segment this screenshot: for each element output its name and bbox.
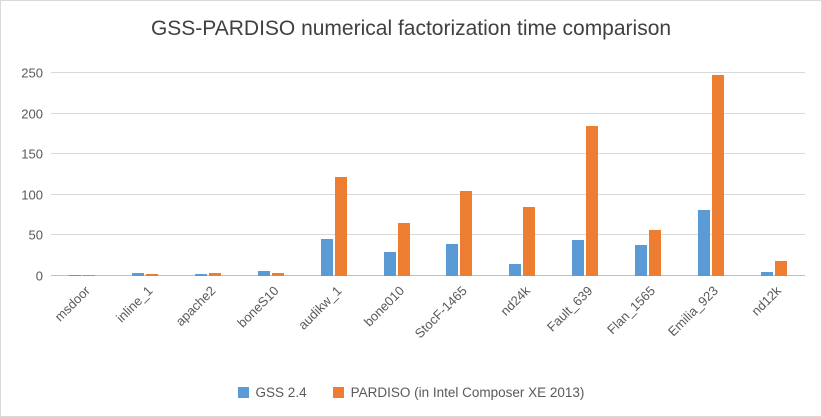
- x-axis-label: nd24k: [497, 283, 533, 319]
- x-axis-label: boneS10: [234, 283, 282, 331]
- legend-item-gss-2-4: GSS 2.4: [237, 385, 307, 400]
- bar-groups: msdoor inline_1 apache2 boneS10 audikw_1 bone…: [51, 73, 805, 341]
- bar-pardiso-in-intel-composer-xe-2013: [271, 272, 284, 276]
- gridline: [51, 234, 805, 236]
- x-axis-label: bone010: [360, 283, 408, 330]
- bar-pardiso-in-intel-composer-xe-2013: [648, 229, 661, 276]
- y-axis-tick-label: 0: [35, 268, 43, 284]
- category-group: apache2: [173, 73, 240, 329]
- bar-gss-2-4: [195, 273, 208, 276]
- x-axis-label: Flan_1565: [604, 283, 659, 338]
- bar-gss-2-4: [446, 243, 459, 276]
- gridline: [51, 193, 805, 195]
- bar-pardiso-in-intel-composer-xe-2013: [83, 275, 96, 276]
- bar-pardiso-in-intel-composer-xe-2013: [146, 274, 159, 276]
- plot-area: 0 50 100 150 200 250 msdoor inline_1 apache2 bon…: [21, 67, 805, 341]
- bar-gss-2-4: [132, 272, 145, 276]
- y-axis-tick-label: 50: [28, 227, 43, 243]
- gridline: [51, 72, 805, 73]
- bar-pardiso-in-intel-composer-xe-2013: [460, 190, 473, 276]
- category-group: StocF-1465: [412, 73, 491, 341]
- bar-gss-2-4: [69, 275, 82, 276]
- y-axis-tick-label: 150: [21, 146, 43, 162]
- legend-swatch-icon: [332, 387, 344, 398]
- x-axis-label: inline_1: [113, 283, 156, 326]
- chart-title: GSS-PARDISO numerical factorization time…: [150, 17, 672, 40]
- x-axis-line: [51, 275, 805, 276]
- y-axis-tick-label: 200: [21, 106, 43, 122]
- legend-label: PARDISO (in Intel Composer XE 2013): [350, 385, 585, 400]
- bar-pardiso-in-intel-composer-xe-2013: [523, 206, 536, 276]
- category-group: Emilia_923: [665, 73, 742, 339]
- bar-gss-2-4: [760, 271, 773, 276]
- category-group: msdoor: [51, 73, 114, 324]
- bar-gss-2-4: [320, 239, 333, 276]
- category-group: bone010: [361, 73, 428, 329]
- bar-pardiso-in-intel-composer-xe-2013: [209, 272, 222, 276]
- category-group: boneS10: [234, 73, 302, 330]
- legend-item-pardiso-in-intel-composer-xe-2013: PARDISO (in Intel Composer XE 2013): [332, 385, 585, 400]
- x-axis-label: msdoor: [51, 283, 94, 325]
- legend: GSS 2.4 PARDISO (in Intel Composer XE 201…: [1, 385, 821, 400]
- bar-pardiso-in-intel-composer-xe-2013: [711, 75, 724, 276]
- bar-gss-2-4: [509, 263, 522, 276]
- bar-pardiso-in-intel-composer-xe-2013: [774, 260, 787, 276]
- category-group: audikw_1: [295, 73, 365, 332]
- x-axis-label: audikw_1: [294, 283, 345, 333]
- category-group: Fault_639: [544, 73, 617, 334]
- category-group: nd12k: [742, 73, 805, 319]
- category-group: Flan_1565: [604, 73, 679, 337]
- bar-pardiso-in-intel-composer-xe-2013: [397, 223, 410, 276]
- legend-label: GSS 2.4: [255, 385, 307, 400]
- x-axis-label: Emilia_923: [665, 283, 722, 340]
- y-axis-tick-label: 100: [21, 187, 43, 203]
- bar-gss-2-4: [634, 245, 647, 276]
- gridline: [51, 153, 805, 155]
- bar-gss-2-4: [697, 210, 710, 276]
- x-axis-label: StocF-1465: [411, 283, 470, 342]
- category-group: nd24k: [491, 73, 554, 319]
- x-axis-label: Fault_639: [544, 283, 596, 335]
- bar-pardiso-in-intel-composer-xe-2013: [586, 125, 599, 276]
- category-group: inline_1: [114, 73, 177, 325]
- x-axis-label: apache2: [172, 283, 219, 329]
- bar-pardiso-in-intel-composer-xe-2013: [334, 176, 347, 276]
- y-axis-tick-label: 250: [21, 65, 43, 81]
- bar-gss-2-4: [572, 240, 585, 276]
- bar-gss-2-4: [383, 251, 396, 276]
- gridline: [51, 112, 805, 114]
- x-axis-label: nd12k: [748, 283, 785, 319]
- legend-swatch-icon: [237, 387, 249, 398]
- y-axis: 0 50 100 150 200 250: [7, 67, 51, 283]
- bar-gss-2-4: [257, 271, 270, 276]
